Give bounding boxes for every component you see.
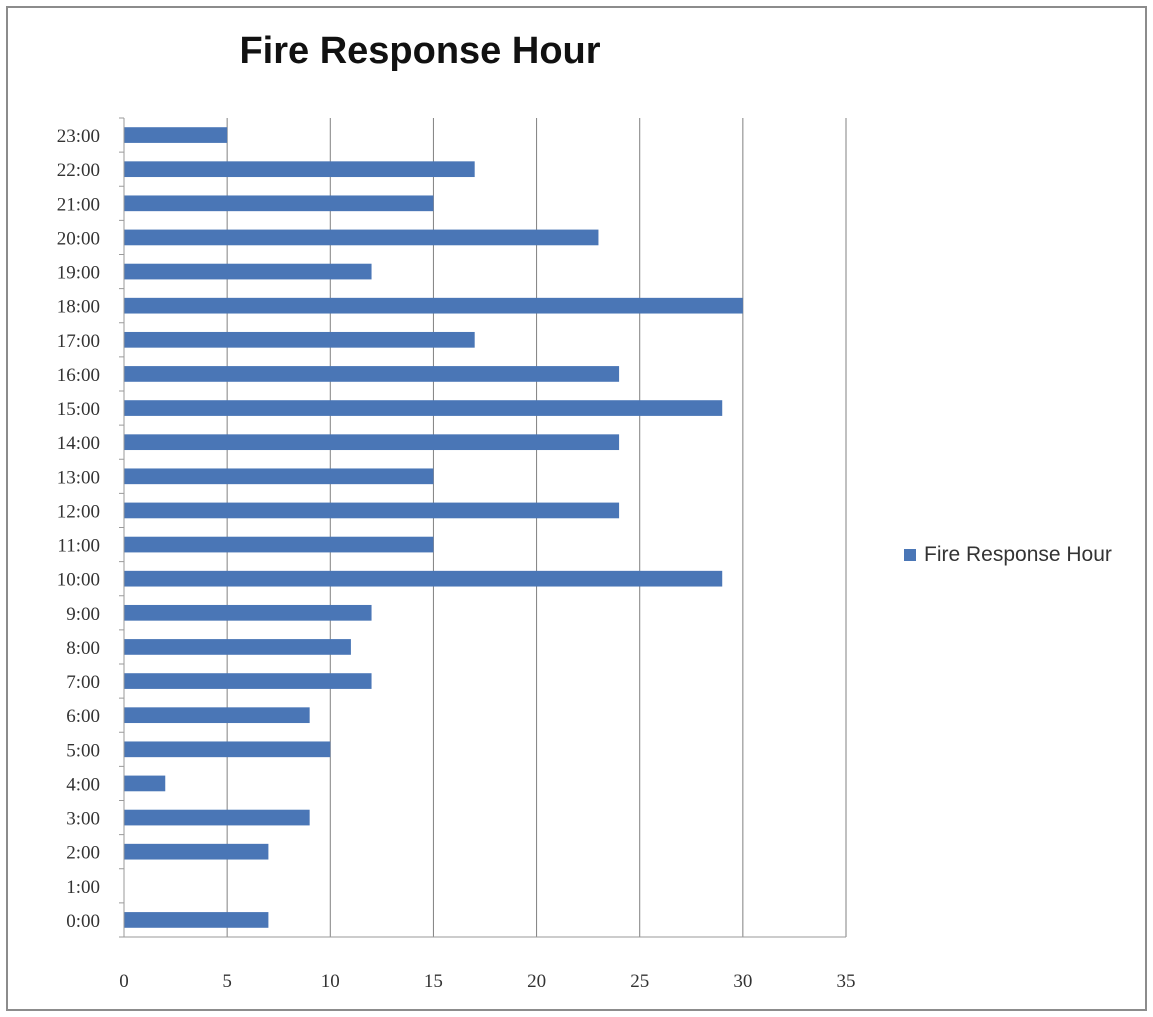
bar-1700 — [124, 331, 475, 348]
y-tick-label: 9:00 — [66, 604, 100, 625]
y-tick-label: 7:00 — [66, 672, 100, 693]
bar-1100 — [124, 536, 434, 553]
y-tick-label: 3:00 — [66, 809, 100, 830]
bar-500 — [124, 741, 331, 758]
y-tick-label: 11:00 — [57, 536, 100, 557]
y-tick-label: 12:00 — [57, 501, 100, 522]
y-tick-label: 16:00 — [57, 365, 100, 386]
y-tick-label: 20:00 — [57, 228, 100, 249]
bar-1300 — [124, 468, 434, 485]
axes — [119, 117, 846, 938]
bar-2200 — [124, 161, 475, 178]
legend-label: Fire Response Hour — [924, 543, 1112, 566]
bar-600 — [124, 707, 310, 724]
bar-400 — [124, 775, 166, 792]
bar-1000 — [124, 570, 723, 587]
bar-000 — [124, 912, 269, 928]
x-tick-label: 20 — [527, 971, 546, 992]
y-tick-label: 18:00 — [57, 297, 100, 318]
y-tick-label: 15:00 — [57, 399, 100, 420]
bar-1200 — [124, 502, 620, 519]
y-tick-label: 17:00 — [57, 331, 100, 352]
chart-title: Fire Response Hour — [239, 30, 601, 72]
bar-1400 — [124, 434, 620, 451]
y-tick-label: 0:00 — [66, 911, 100, 932]
y-tick-label: 23:00 — [57, 126, 100, 147]
y-tick-label: 13:00 — [57, 467, 100, 488]
x-tick-label: 25 — [630, 971, 649, 992]
bar-2300 — [124, 127, 228, 143]
bar-1900 — [124, 263, 372, 280]
y-tick-label: 1:00 — [66, 877, 100, 898]
legend-swatch — [904, 549, 916, 561]
y-tick-label: 10:00 — [57, 570, 100, 591]
y-tick-label: 21:00 — [57, 194, 100, 215]
bar-1600 — [124, 366, 620, 382]
x-tick-label: 5 — [222, 971, 232, 992]
y-tick-label: 4:00 — [66, 774, 100, 795]
x-tick-label: 10 — [321, 971, 340, 992]
y-tick-label: 14:00 — [57, 433, 100, 454]
bar-1800 — [124, 297, 743, 314]
gridlines — [226, 118, 847, 937]
legend: Fire Response Hour — [904, 543, 1112, 567]
x-tick-label: 30 — [733, 971, 752, 992]
bar-2000 — [124, 229, 599, 246]
bar-700 — [124, 673, 372, 689]
x-tick-label: 0 — [119, 971, 129, 992]
tick-labels: 0 5 10 15 20 25 30 35 0:00 1:00 2:00 3:00 4:00 5:00 6:… — [57, 126, 856, 992]
bar-800 — [124, 639, 351, 655]
y-tick-label: 22:00 — [57, 160, 100, 181]
y-tick-label: 2:00 — [66, 843, 100, 864]
x-tick-label: 15 — [424, 971, 443, 992]
bar-300 — [124, 809, 310, 826]
y-tick-label: 5:00 — [66, 740, 100, 761]
y-tick-label: 19:00 — [57, 263, 100, 284]
x-tick-label: 35 — [837, 971, 856, 992]
y-tick-label: 6:00 — [66, 706, 100, 727]
bar-900 — [124, 604, 372, 621]
y-tick-label: 8:00 — [66, 638, 100, 659]
bar-1500 — [124, 400, 723, 416]
bar-200 — [124, 843, 269, 860]
bars — [124, 127, 743, 928]
bar-2100 — [124, 195, 434, 212]
